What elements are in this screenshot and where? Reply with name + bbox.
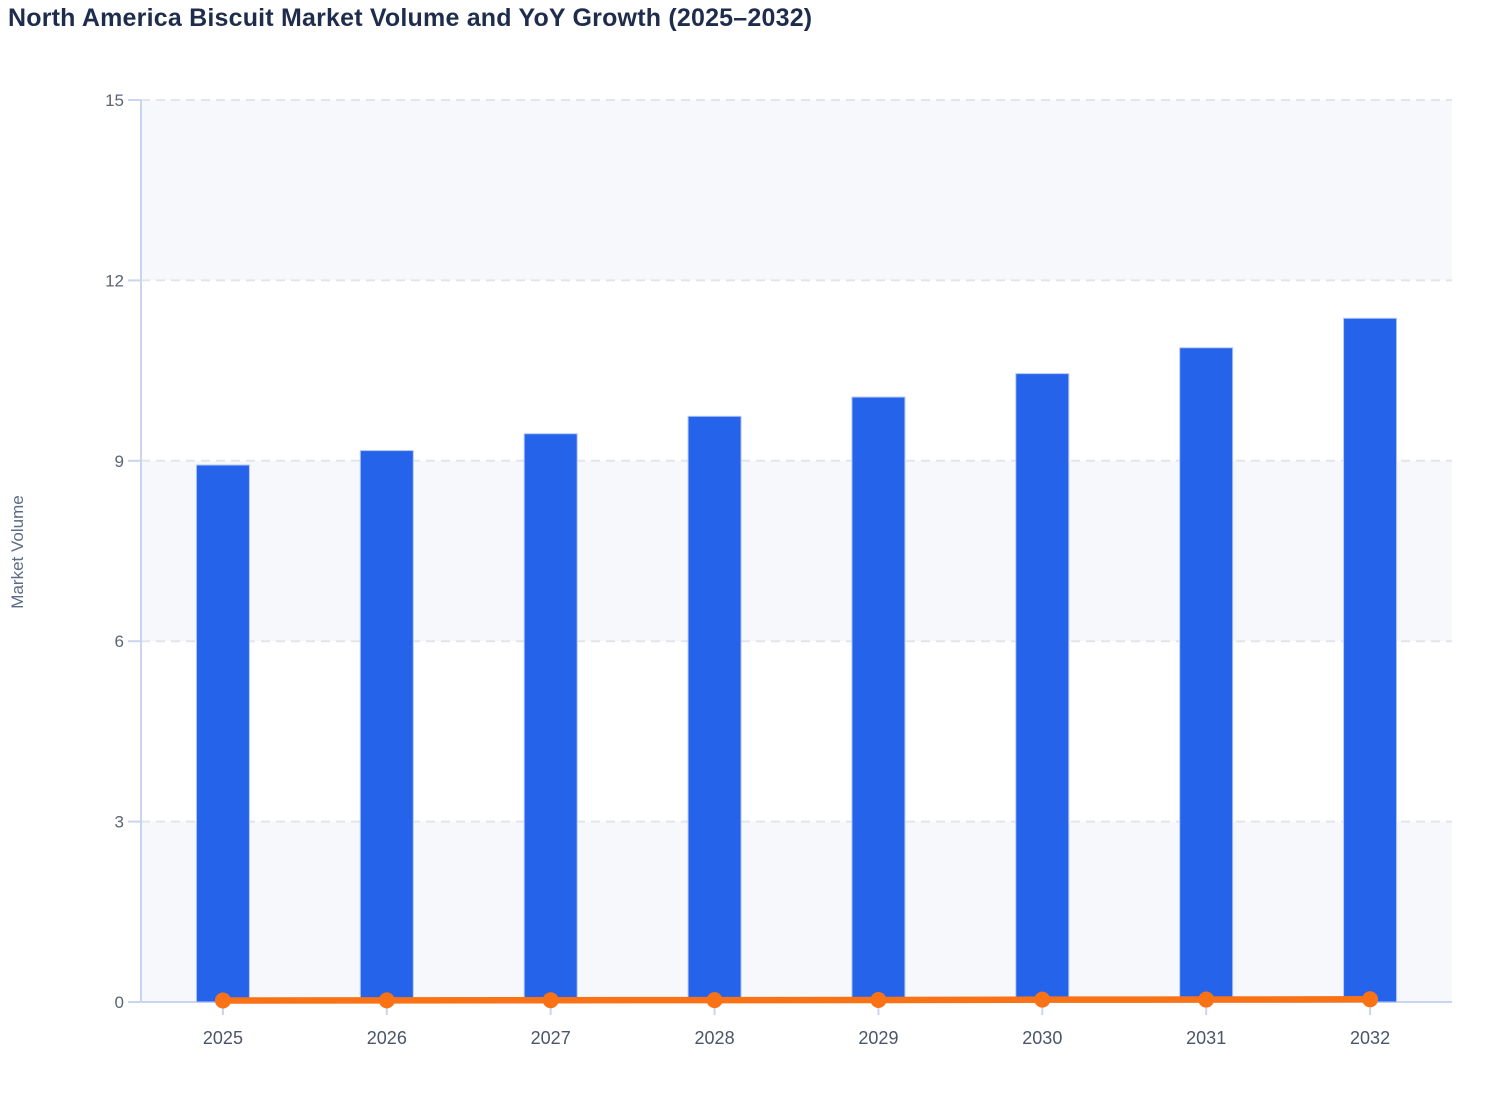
yoy-marker-2027[interactable] <box>542 992 559 1009</box>
x-tick-label: 2032 <box>1350 1028 1390 1048</box>
yoy-marker-2026[interactable] <box>378 992 395 1009</box>
plot-band <box>141 821 1452 1002</box>
bar-2032[interactable] <box>1343 317 1398 1003</box>
y-tick-label: 12 <box>105 271 124 290</box>
yoy-marker-2030[interactable] <box>1034 991 1051 1008</box>
y-tick-label: 6 <box>115 632 124 651</box>
yoy-marker-2029[interactable] <box>870 992 887 1009</box>
bar-2029[interactable] <box>851 396 906 1003</box>
x-tick-label: 2026 <box>367 1028 407 1048</box>
bar-2026[interactable] <box>359 450 414 1003</box>
yoy-marker-2031[interactable] <box>1198 991 1215 1008</box>
plot-band <box>141 100 1452 281</box>
plot-band <box>141 280 1452 461</box>
plot-band <box>141 641 1452 822</box>
x-tick-label: 2027 <box>531 1028 571 1048</box>
x-tick-label: 2028 <box>695 1028 735 1048</box>
plot-band <box>141 460 1452 642</box>
y-tick-label: 3 <box>115 813 124 832</box>
yoy-marker-2025[interactable] <box>214 992 231 1009</box>
bar-2031[interactable] <box>1179 347 1234 1003</box>
x-tick-label: 2031 <box>1186 1028 1226 1048</box>
x-tick-label: 2025 <box>203 1028 243 1048</box>
y-tick-label: 9 <box>115 452 124 471</box>
yoy-marker-2028[interactable] <box>706 992 723 1009</box>
yoy-marker-2032[interactable] <box>1362 991 1379 1008</box>
y-tick-label: 15 <box>105 91 124 110</box>
bar-2025[interactable] <box>195 464 250 1003</box>
bar-2030[interactable] <box>1015 373 1070 1003</box>
chart-title: North America Biscuit Market Volume and … <box>8 4 813 32</box>
x-tick-label: 2029 <box>858 1028 898 1048</box>
y-tick-label: 0 <box>115 993 124 1012</box>
x-tick-label: 2030 <box>1022 1028 1062 1048</box>
bar-2027[interactable] <box>523 433 578 1003</box>
bar-2028[interactable] <box>687 415 742 1003</box>
yoy-growth-line <box>219 996 1374 1004</box>
